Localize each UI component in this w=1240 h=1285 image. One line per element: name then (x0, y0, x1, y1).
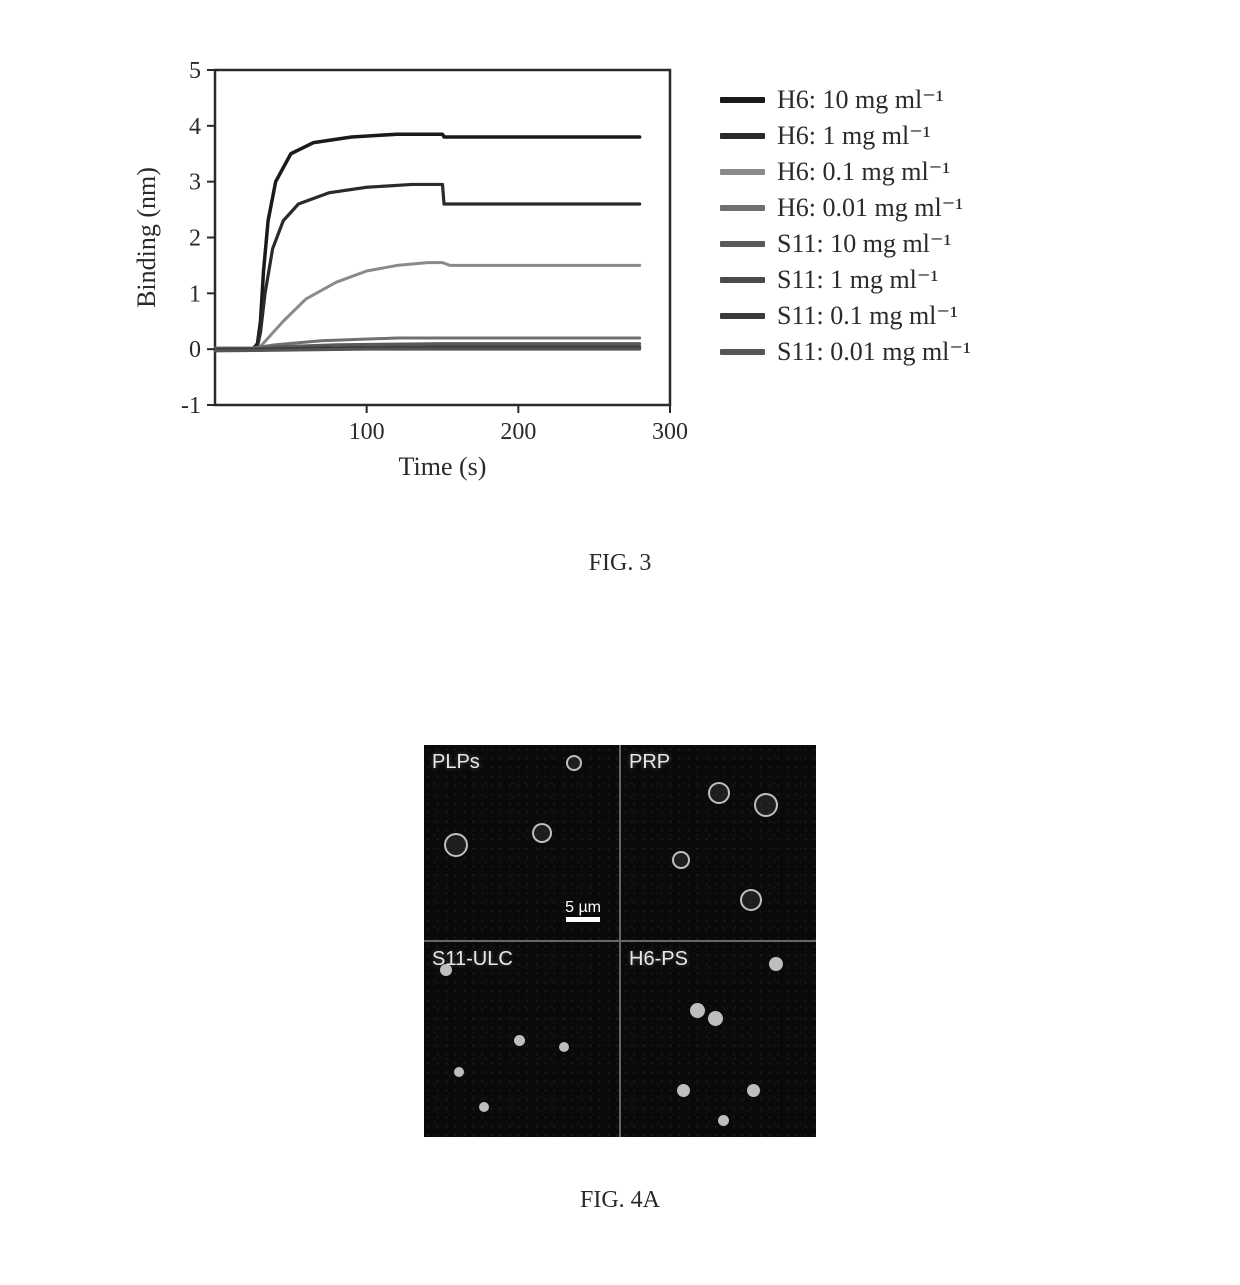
figure-3-content: -1 0 1 2 3 4 5 100 200 300 Time (s) Binding (nm) H6… (130, 50, 1110, 490)
legend-label: S11: 0.01 mg ml⁻¹ (777, 337, 971, 367)
legend-item: H6: 0.1 mg ml⁻¹ (720, 157, 971, 187)
particle (559, 1042, 569, 1052)
legend-item: S11: 10 mg ml⁻¹ (720, 229, 971, 259)
svg-text:Binding (nm): Binding (nm) (132, 167, 161, 308)
legend-label: H6: 0.1 mg ml⁻¹ (777, 157, 950, 187)
particle (454, 1067, 464, 1077)
panel-noise (621, 942, 816, 1137)
particle (754, 793, 778, 817)
svg-text:-1: -1 (181, 393, 201, 419)
legend-swatch (720, 241, 765, 247)
svg-text:0: 0 (189, 337, 201, 363)
svg-text:Time (s): Time (s) (399, 452, 487, 481)
svg-text:4: 4 (189, 114, 201, 140)
micrograph-panel: PRP (621, 745, 816, 940)
legend-swatch (720, 169, 765, 175)
legend-item: H6: 0.01 mg ml⁻¹ (720, 193, 971, 223)
svg-text:100: 100 (349, 419, 385, 445)
legend-item: H6: 10 mg ml⁻¹ (720, 85, 971, 115)
scale-line (566, 917, 600, 922)
legend-swatch (720, 205, 765, 211)
particle (718, 1115, 729, 1126)
panel-label: S11-ULC (432, 948, 513, 971)
binding-chart-legend: H6: 10 mg ml⁻¹ H6: 1 mg ml⁻¹ H6: 0.1 mg ml… (720, 50, 971, 367)
panel-noise (621, 745, 816, 940)
particle (769, 957, 783, 971)
legend-label: H6: 0.01 mg ml⁻¹ (777, 193, 963, 223)
svg-text:1: 1 (189, 281, 201, 307)
particle (740, 889, 762, 911)
particle (514, 1035, 525, 1046)
particle (566, 755, 582, 771)
legend-label: H6: 10 mg ml⁻¹ (777, 85, 944, 115)
legend-item: H6: 1 mg ml⁻¹ (720, 121, 971, 151)
svg-text:5: 5 (189, 58, 201, 84)
legend-label: S11: 10 mg ml⁻¹ (777, 229, 951, 259)
particle (444, 833, 468, 857)
particle (708, 782, 730, 804)
legend-swatch (720, 97, 765, 103)
legend-swatch (720, 277, 765, 283)
legend-label: H6: 1 mg ml⁻¹ (777, 121, 931, 151)
legend-swatch (720, 313, 765, 319)
particle (479, 1102, 489, 1112)
legend-item: S11: 0.01 mg ml⁻¹ (720, 337, 971, 367)
panel-label: PRP (629, 751, 670, 774)
particle (672, 851, 690, 869)
legend-swatch (720, 349, 765, 355)
svg-text:2: 2 (189, 226, 201, 252)
figure-4a-caption: FIG. 4A (580, 1187, 660, 1214)
figure-4a: PLPs 5 µm PRP S11-ULC H6-PS FIG. 4A (0, 745, 1240, 1214)
legend-label: S11: 1 mg ml⁻¹ (777, 265, 938, 295)
particle (532, 823, 552, 843)
legend-swatch (720, 133, 765, 139)
figure-3: -1 0 1 2 3 4 5 100 200 300 Time (s) Binding (nm) H6… (130, 50, 1110, 577)
particle (747, 1084, 760, 1097)
legend-item: S11: 1 mg ml⁻¹ (720, 265, 971, 295)
binding-chart-svg: -1 0 1 2 3 4 5 100 200 300 Time (s) Binding (nm) (130, 50, 690, 490)
svg-text:300: 300 (652, 419, 688, 445)
particle (677, 1084, 690, 1097)
panel-label: PLPs (432, 751, 480, 774)
particle (690, 1003, 705, 1018)
svg-text:200: 200 (500, 419, 536, 445)
micrograph-grid: PLPs 5 µm PRP S11-ULC H6-PS (424, 745, 816, 1137)
panel-label: H6-PS (629, 948, 688, 971)
svg-text:3: 3 (189, 170, 201, 196)
legend-item: S11: 0.1 mg ml⁻¹ (720, 301, 971, 331)
micrograph-panel: H6-PS (621, 942, 816, 1137)
binding-chart: -1 0 1 2 3 4 5 100 200 300 Time (s) Binding (nm) (130, 50, 690, 490)
micrograph-panel: S11-ULC (424, 942, 619, 1137)
micrograph-panel: PLPs 5 µm (424, 745, 619, 940)
scale-bar: 5 µm (565, 899, 601, 922)
particle (708, 1011, 723, 1026)
figure-3-caption: FIG. 3 (130, 550, 1110, 577)
legend-label: S11: 0.1 mg ml⁻¹ (777, 301, 958, 331)
scale-text: 5 µm (565, 899, 601, 917)
